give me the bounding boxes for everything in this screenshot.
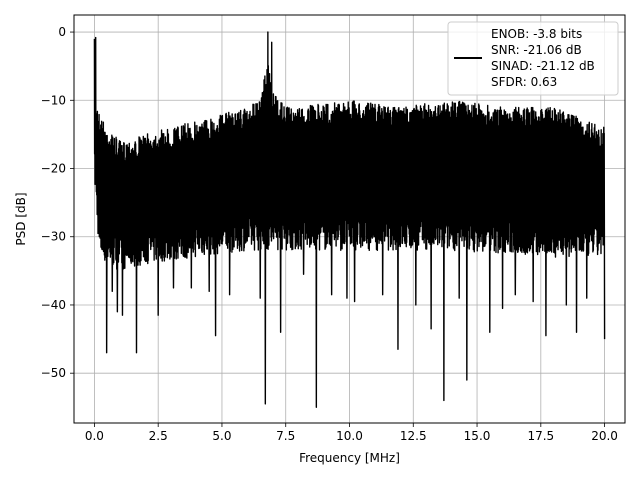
y-tick-label: −30: [41, 230, 66, 244]
x-tick-label: 20.0: [591, 429, 618, 443]
x-tick-label: 12.5: [400, 429, 427, 443]
y-axis-label: PSD [dB]: [14, 192, 28, 245]
legend-snr: SNR: -21.06 dB: [491, 43, 582, 57]
x-tick-label: 0.0: [85, 429, 104, 443]
legend-sfdr: SFDR: 0.63: [491, 75, 557, 89]
axis-ticks: 0.0 2.5 5.0 7.5 10.0 12.5 15.0 17.5 20.0 0 −10 −20 −…: [41, 25, 618, 443]
x-tick-label: 17.5: [527, 429, 554, 443]
y-tick-label: −40: [41, 298, 66, 312]
psd-series-line: [93, 31, 606, 409]
x-tick-label: 2.5: [149, 429, 168, 443]
legend-sinad: SINAD: -21.12 dB: [491, 59, 595, 73]
legend-box: [447, 21, 619, 96]
x-tick-label: 15.0: [464, 429, 491, 443]
x-tick-label: 10.0: [336, 429, 363, 443]
plot-area: [93, 31, 606, 409]
x-tick-label: 7.5: [276, 429, 295, 443]
x-tick-label: 5.0: [212, 429, 231, 443]
y-tick-label: −10: [41, 93, 66, 107]
x-axis-label: Frequency [MHz]: [299, 451, 400, 465]
legend-enob: ENOB: -3.8 bits: [491, 27, 582, 41]
y-tick-label: 0: [58, 25, 66, 39]
legend: ENOB: -3.8 bits SNR: -21.06 dB SINAD: -2…: [447, 21, 619, 96]
y-tick-label: −20: [41, 162, 66, 176]
y-tick-label: −50: [41, 366, 66, 380]
